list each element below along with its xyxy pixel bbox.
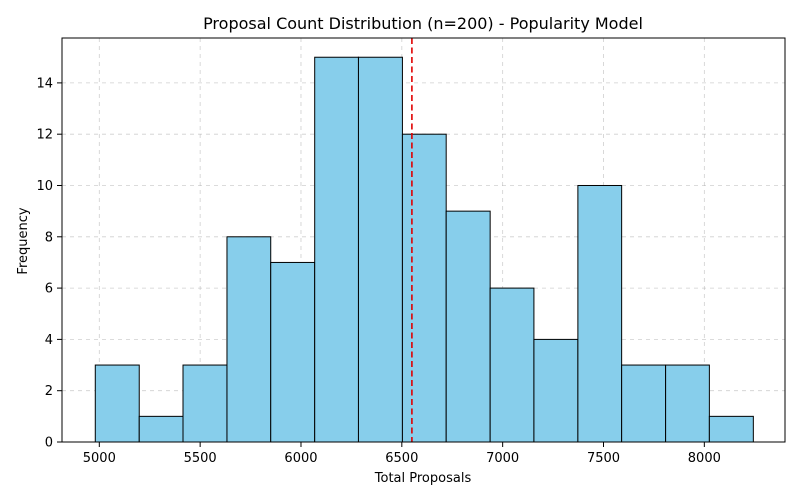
- axes-frame: [61, 37, 786, 443]
- y-tick-label: 8: [45, 230, 53, 245]
- histogram-bar: [226, 236, 272, 443]
- y-tick-label: 10: [36, 179, 53, 194]
- histogram-bar: [357, 56, 403, 443]
- histogram-bar: [665, 364, 710, 443]
- histogram-bar: [270, 261, 316, 443]
- histogram-bar: [489, 287, 535, 443]
- histogram-bar: [533, 338, 579, 443]
- histogram-bar: [182, 364, 228, 443]
- x-tick-label: 6000: [284, 451, 317, 466]
- histogram-bar: [314, 56, 359, 443]
- y-tick-label: 2: [45, 384, 53, 399]
- y-tick-label: 14: [36, 76, 53, 91]
- x-axis-label: Total Proposals: [374, 471, 472, 486]
- x-tick-label: 5000: [83, 451, 116, 466]
- histogram-bar: [621, 364, 667, 443]
- x-tick-label: 7500: [587, 451, 620, 466]
- chart-title: Proposal Count Distribution (n=200) - Po…: [203, 14, 643, 33]
- bars-layer: [94, 56, 754, 443]
- x-tick-label: 8000: [688, 451, 721, 466]
- histogram-bar: [138, 415, 184, 443]
- y-tick-label: 4: [45, 333, 53, 348]
- histogram-bar: [577, 184, 623, 443]
- x-tick-label: 6500: [385, 451, 418, 466]
- y-axis-ticks: 0 2 4 6 8 10 12 14: [36, 76, 62, 451]
- y-tick-label: 0: [45, 436, 53, 451]
- y-tick-label: 6: [45, 282, 53, 297]
- x-tick-label: 5500: [184, 451, 217, 466]
- x-tick-label: 7000: [486, 451, 519, 466]
- x-axis-ticks: 5000 5500 6000 6500 7000 7500 8000: [83, 442, 721, 466]
- histogram-bar: [94, 364, 140, 443]
- y-tick-label: 12: [36, 128, 53, 143]
- histogram-bar: [401, 133, 447, 443]
- histogram-bar: [445, 210, 491, 443]
- histogram-bar: [708, 415, 754, 443]
- y-axis-label: Frequency: [16, 207, 31, 274]
